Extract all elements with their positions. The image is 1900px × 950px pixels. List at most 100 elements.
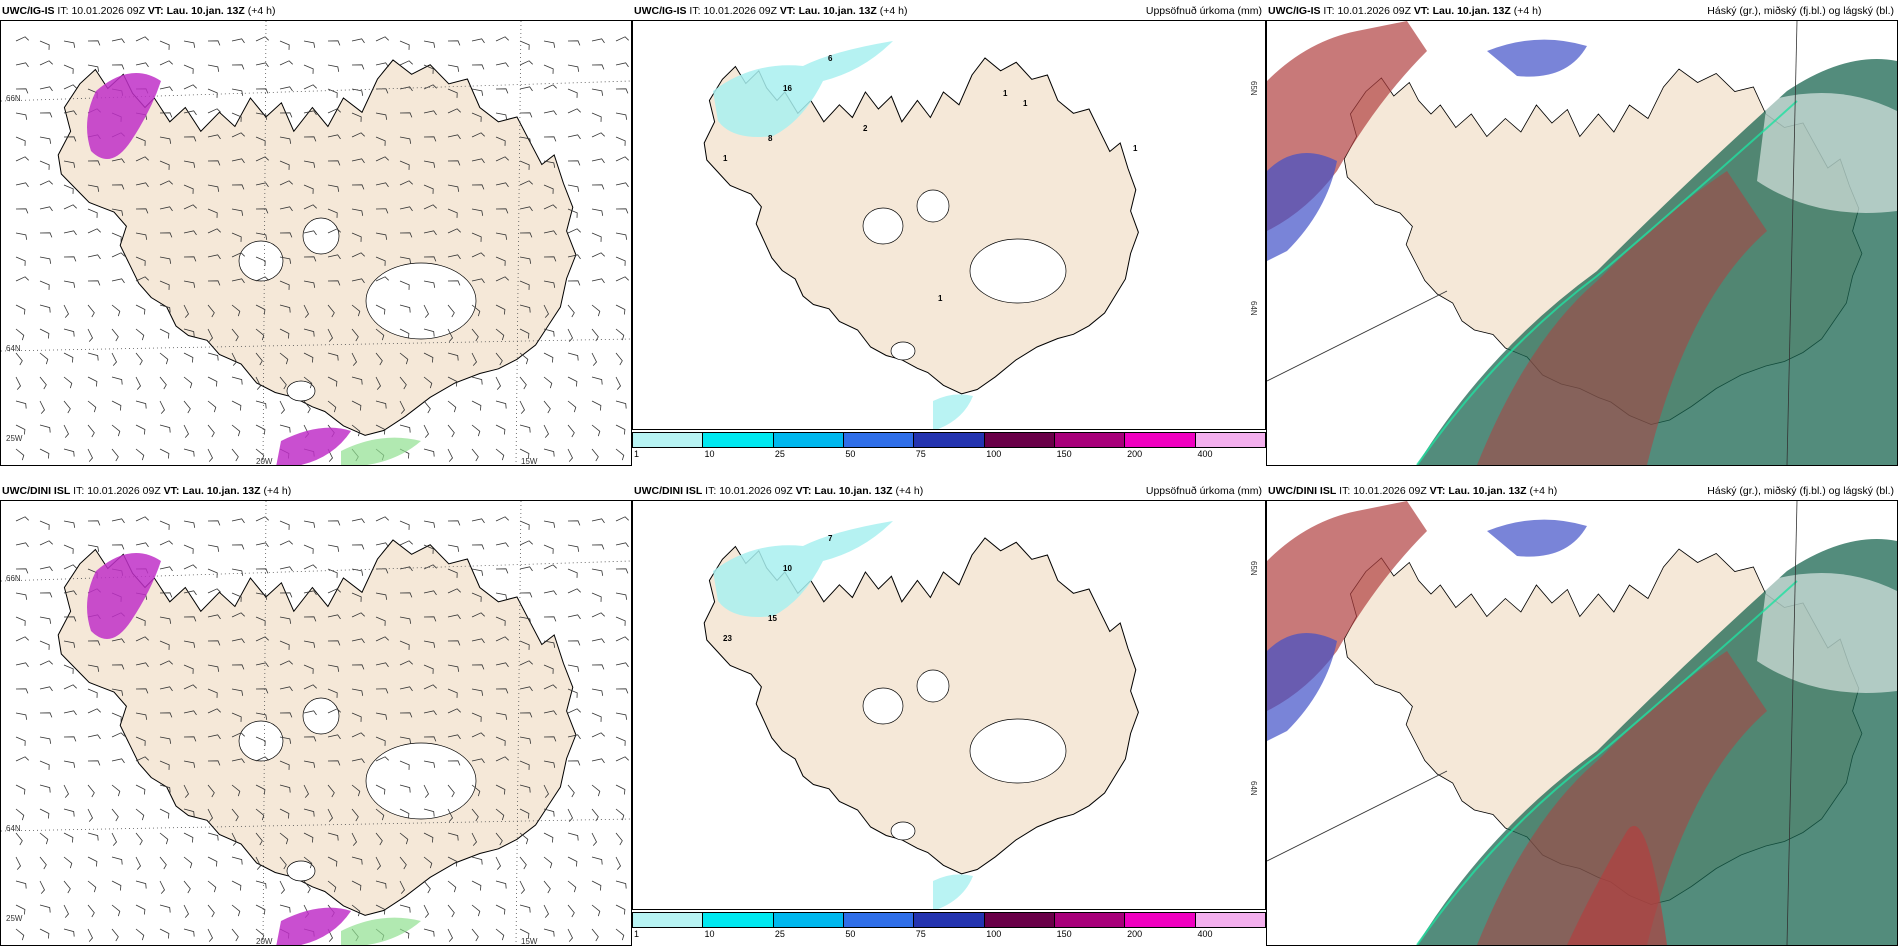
- wind-barb: [399, 352, 409, 365]
- wind-barb: [471, 304, 481, 317]
- wind-barb: [87, 304, 95, 318]
- wind-barb: [183, 84, 197, 90]
- wind-barb: [63, 664, 74, 674]
- wind-map[interactable]: 66N 64N 25W 20W 15W: [0, 20, 632, 466]
- wind-barb: [399, 60, 413, 66]
- wind-barb: [519, 712, 533, 718]
- colorbar-tick-label: 1: [634, 449, 640, 459]
- wind-barb: [543, 784, 549, 798]
- colorbar-tick-label: 25: [774, 929, 785, 939]
- valid-time: Lau. 10.jan. 13Z: [798, 5, 877, 17]
- wind-barb: [207, 40, 221, 46]
- wind-barb: [279, 424, 291, 433]
- colorbar-tick-label: 50: [845, 929, 856, 939]
- wind-barb: [39, 540, 53, 546]
- wind-barb: [255, 688, 269, 694]
- graticule-label: 64N: [6, 344, 21, 353]
- wind-barb: [375, 400, 387, 409]
- wind-barb: [231, 352, 237, 366]
- wind-barb: [423, 230, 437, 236]
- precip-map[interactable]: 7 10 23 15 65N 64N: [632, 500, 1266, 910]
- cloud-panel-title: UWC/IG-IS IT: 10.01.2026 09Z VT: Lau. 10…: [1266, 0, 1898, 20]
- wind-barb: [471, 758, 485, 764]
- wind-barb: [351, 664, 365, 670]
- cloud-map[interactable]: [1266, 500, 1898, 946]
- wind-barb: [87, 328, 93, 342]
- wind-barb: [327, 328, 333, 342]
- wind-barb: [183, 640, 196, 648]
- wind-barb: [615, 256, 626, 266]
- wind-barb: [15, 232, 28, 240]
- wind-barb: [207, 184, 220, 192]
- wind-barb: [447, 520, 461, 526]
- wind-barb: [135, 904, 146, 915]
- wind-barb: [111, 38, 125, 44]
- wind-barb: [207, 400, 217, 413]
- precip-value-label: 7: [828, 534, 833, 543]
- glacier-hofsjokull: [916, 669, 950, 703]
- wind-barb: [183, 448, 195, 457]
- wind-barb: [87, 808, 93, 822]
- wind-barb: [351, 518, 365, 524]
- wind-barbs: [15, 36, 629, 462]
- issue-time: 10.01.2026 09Z: [719, 485, 793, 497]
- wind-barb: [615, 400, 627, 409]
- wind-map[interactable]: 66N 64N 25W 20W 15W: [0, 500, 632, 946]
- wind-barb: [159, 832, 169, 845]
- precip-value-label: 15: [768, 614, 777, 623]
- wind-barb: [351, 252, 365, 258]
- wind-barb: [495, 784, 506, 795]
- wind-barb: [399, 424, 411, 433]
- colorbar-segment: [1054, 913, 1126, 927]
- valid-time-prefix: VT:: [147, 5, 164, 17]
- wind-barb: [447, 734, 461, 740]
- wind-barb: [231, 638, 245, 644]
- wind-barb: [423, 832, 434, 843]
- wind-barb: [375, 182, 389, 188]
- wind-barb: [183, 136, 197, 142]
- wind-barb: [63, 784, 69, 798]
- wind-barb: [495, 304, 506, 315]
- wind-barb: [447, 254, 461, 260]
- wind-barb: [135, 424, 146, 435]
- colorbar-tick-label: 50: [845, 449, 856, 459]
- wind-barb: [327, 734, 341, 740]
- wind-barb: [375, 156, 389, 162]
- wind-barb: [615, 832, 623, 846]
- wind-barb: [615, 784, 626, 795]
- wind-barb: [351, 904, 361, 917]
- wind-barb: [495, 736, 506, 746]
- precip-map[interactable]: 6 16 1 8 1 1 1 1 2 65N 64N: [632, 20, 1266, 430]
- wind-barb: [615, 448, 625, 461]
- wind-barb: [111, 808, 119, 822]
- wind-barb: [567, 254, 581, 260]
- wind-barb: [375, 662, 389, 668]
- wind-panel: UWC/IG-IS IT: 10.01.2026 09Z VT: Lau. 10…: [0, 0, 632, 470]
- wind-barb: [519, 928, 530, 939]
- precip-colorbar-labels: 1 10 25 50 75 100 150 200 400: [632, 449, 1266, 461]
- wind-barb: [399, 160, 410, 170]
- wind-barb: [375, 904, 386, 915]
- wind-barb: [519, 686, 533, 692]
- issue-time-prefix: IT:: [57, 5, 69, 17]
- clear-patch-east: [1757, 93, 1897, 213]
- wind-barb: [111, 712, 122, 722]
- wind-barb: [375, 880, 387, 889]
- wind-barb: [231, 184, 245, 190]
- cloud-map[interactable]: [1266, 20, 1898, 466]
- wind-barb: [591, 88, 604, 96]
- wind-barb: [447, 88, 458, 98]
- wind-barb: [15, 208, 29, 214]
- wind-barb: [231, 252, 245, 258]
- wind-barb: [159, 616, 172, 624]
- wind-barb: [615, 928, 625, 941]
- wind-barb: [255, 928, 265, 941]
- wind-barb: [159, 352, 169, 365]
- wind-barb: [519, 280, 530, 290]
- precip-panel: UWC/IG-IS IT: 10.01.2026 09Z VT: Lau. 10…: [632, 0, 1266, 470]
- wind-barb: [135, 616, 146, 626]
- wind-barb: [471, 328, 479, 342]
- issue-time-prefix: IT:: [705, 485, 717, 497]
- wind-barb: [591, 712, 602, 722]
- wind-barb: [495, 400, 507, 409]
